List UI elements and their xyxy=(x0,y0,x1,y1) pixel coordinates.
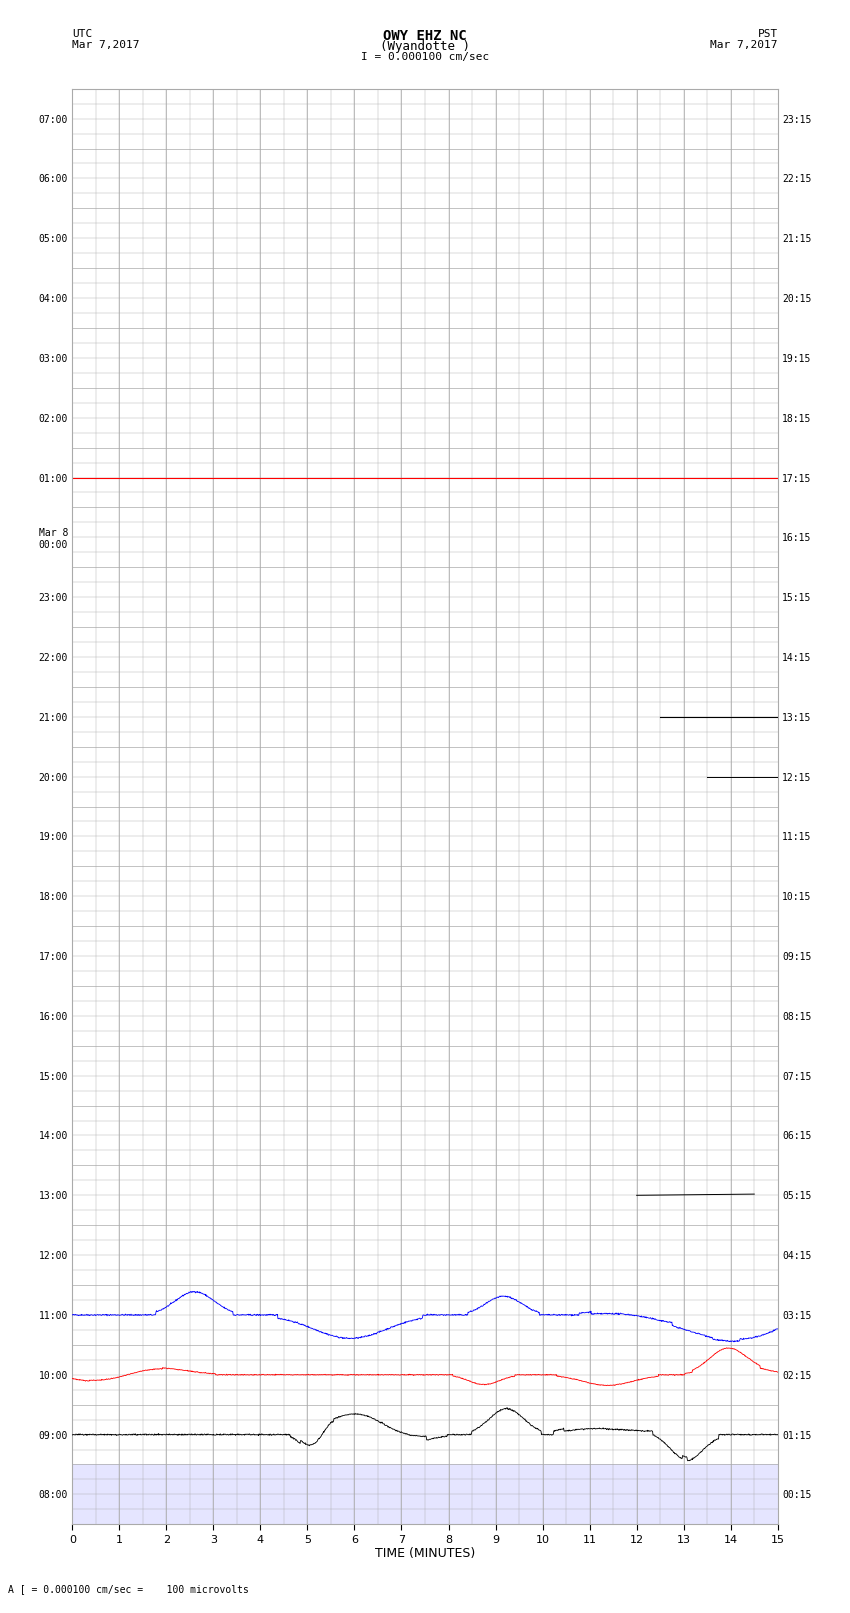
Text: A [ = 0.000100 cm/sec =    100 microvolts: A [ = 0.000100 cm/sec = 100 microvolts xyxy=(8,1584,249,1594)
Text: (Wyandotte ): (Wyandotte ) xyxy=(380,40,470,53)
Text: I = 0.000100 cm/sec: I = 0.000100 cm/sec xyxy=(361,52,489,61)
X-axis label: TIME (MINUTES): TIME (MINUTES) xyxy=(375,1547,475,1560)
Text: OWY EHZ NC: OWY EHZ NC xyxy=(383,29,467,44)
Bar xyxy=(72,1465,778,1524)
Text: PST: PST xyxy=(757,29,778,39)
Text: Mar 7,2017: Mar 7,2017 xyxy=(711,40,778,50)
Text: UTC: UTC xyxy=(72,29,93,39)
Text: Mar 7,2017: Mar 7,2017 xyxy=(72,40,139,50)
